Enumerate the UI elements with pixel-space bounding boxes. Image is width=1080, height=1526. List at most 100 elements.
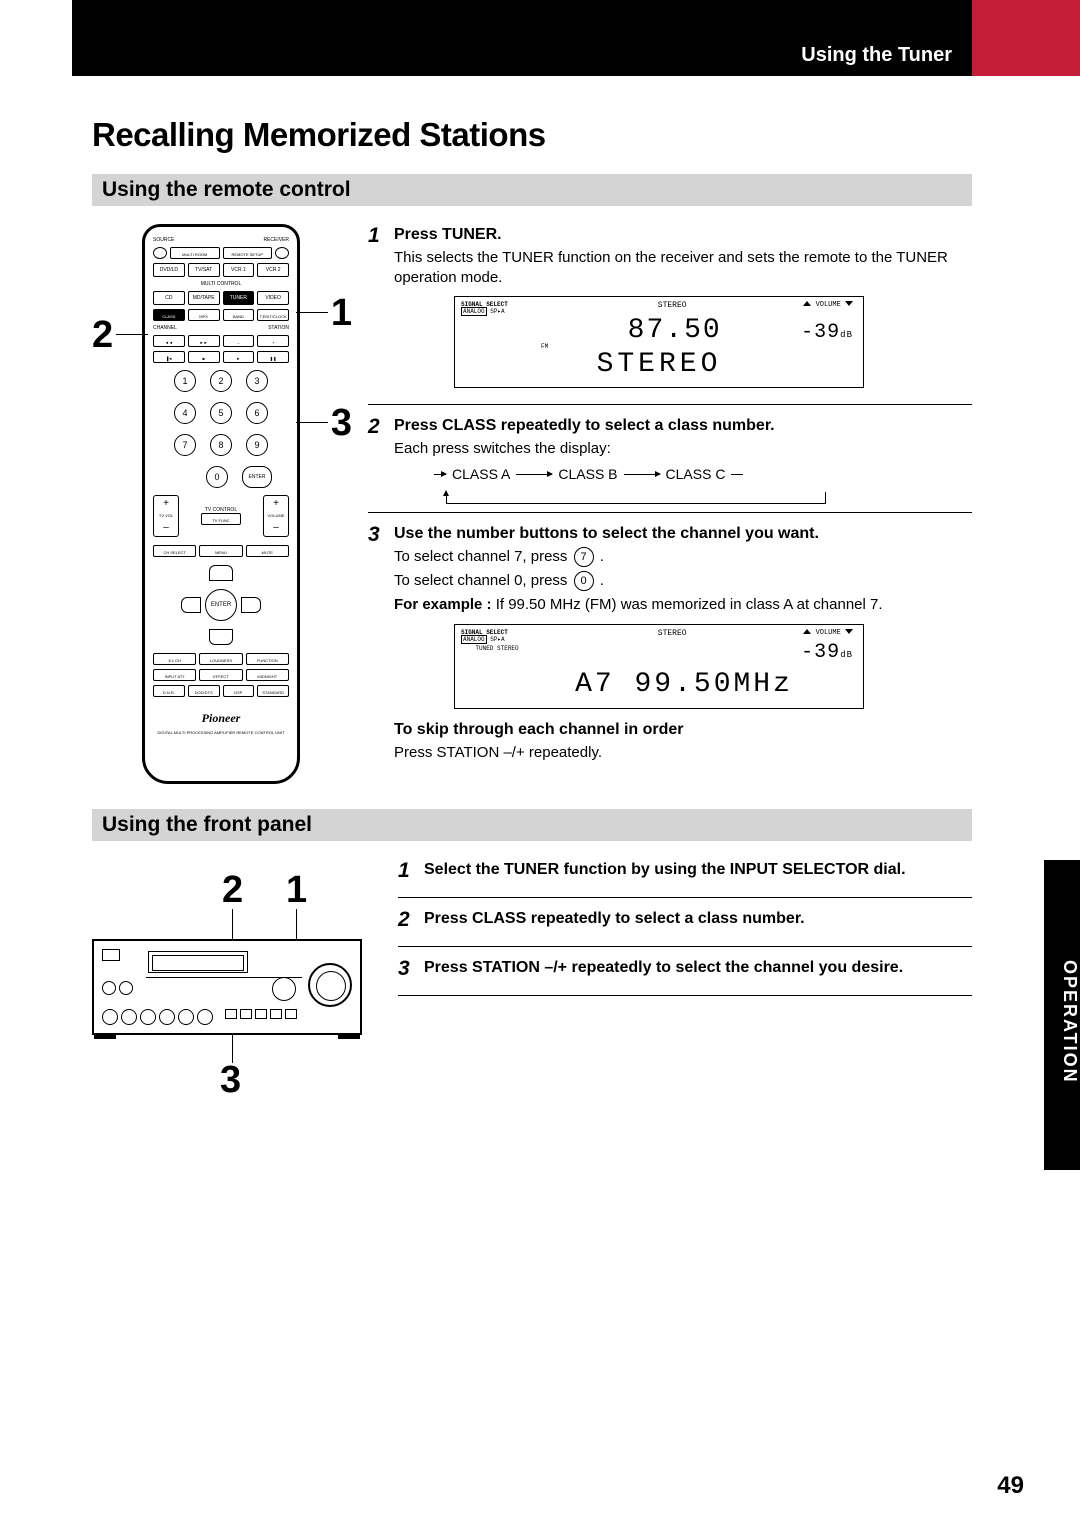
inline-num-0: 0 <box>574 571 594 591</box>
fp-step3-title: Press STATION –/+ repeatedly to select t… <box>424 957 972 979</box>
remote-label-channel: CHANNEL <box>153 325 177 331</box>
header-red-tab <box>972 0 1080 76</box>
remote-volume: +VOLUME– <box>263 495 289 537</box>
remote-btn-mute: MUTE <box>246 545 289 557</box>
remote-dpad: ENTER <box>181 565 261 645</box>
leader-1 <box>296 312 328 313</box>
remote-btn-pause: ❚❚ <box>257 351 289 363</box>
front-panel-figure: 2 1 <box>92 869 380 1089</box>
remote-btn-midnight: MIDNIGHT <box>246 669 289 681</box>
remote-num-0: 0 <box>206 466 228 488</box>
remote-btn-inputatt: INPUT ATT <box>153 669 196 681</box>
remote-btn-band: BAND <box>223 309 255 321</box>
remote-power-source <box>153 247 167 259</box>
fp-step3-num: 3 <box>398 957 416 981</box>
page-title: Recalling Memorized Stations <box>92 116 972 154</box>
remote-num-4: 4 <box>174 402 196 424</box>
remote-btn-class: CLASS <box>153 309 185 321</box>
step3-example: For example : If 99.50 MHz (FM) was memo… <box>394 595 972 615</box>
leader-2 <box>116 334 148 335</box>
remote-btn-ff: ►► <box>188 335 220 347</box>
remote-label-receiver: RECEIVER <box>263 237 289 243</box>
remote-label-station: STATION <box>268 325 289 331</box>
remote-btn-standard: STANDARD <box>257 685 289 697</box>
remote-btn-multiroom: MULTI ROOM <box>170 247 220 259</box>
remote-num-6: 6 <box>246 402 268 424</box>
remote-btn-mdtape: MD/TAPE <box>188 291 220 305</box>
remote-label-tvcontrol: TV CONTROL <box>201 507 241 513</box>
step2-num: 2 <box>368 415 386 504</box>
remote-label-source: SOURCE <box>153 237 174 243</box>
fp-step2-title: Press CLASS repeatedly to select a class… <box>424 908 972 930</box>
remote-label-multicontrol: MULTI CONTROL <box>153 281 289 287</box>
remote-btn-play: ► <box>223 351 255 363</box>
skip-body: Press STATION –/+ repeatedly. <box>394 743 972 763</box>
remote-btn-function: FUNCTION <box>246 653 289 665</box>
remote-btn-enter-num: ENTER <box>242 466 272 488</box>
remote-logo: Pioneer <box>153 711 289 726</box>
remote-sublogo: DIGITAL MULTI PROCESSING AMPLIFIER REMOT… <box>153 730 289 735</box>
remote-btn-video: VIDEO <box>257 291 289 305</box>
remote-btn-loudness: LOUDNESS <box>199 653 242 665</box>
header-bar: Using the Tuner <box>72 0 1080 76</box>
remote-btn-rev: ◄◄ <box>153 335 185 347</box>
remote-num-1: 1 <box>174 370 196 392</box>
fp-callout-1: 1 <box>286 869 307 912</box>
remote-btn-stop: ■ <box>188 351 220 363</box>
step2-title: Press CLASS repeatedly to select a class… <box>394 415 972 437</box>
step3-line2: To select channel 0, press 0 . <box>394 571 972 591</box>
fp-step1-num: 1 <box>398 859 416 883</box>
remote-num-8: 8 <box>210 434 232 456</box>
step1-title: Press TUNER. <box>394 224 972 246</box>
step3-title: Use the number buttons to select the cha… <box>394 523 972 545</box>
remote-btn-minus: – <box>223 335 255 347</box>
class-return-line <box>446 492 826 504</box>
display-2: SIGNAL SELECT ANALOG SP▸A TUNED STEREO S… <box>454 624 864 710</box>
callout-1: 1 <box>331 292 352 335</box>
remote-num-5: 5 <box>210 402 232 424</box>
step1-num: 1 <box>368 224 386 396</box>
remote-btn-plus: + <box>257 335 289 347</box>
chapter-title: Using the Tuner <box>801 44 952 67</box>
remote-btn-doddts: DOD/DTS <box>188 685 220 697</box>
callout-3: 3 <box>331 402 352 445</box>
remote-btn-chselect: CH SELECT <box>153 545 196 557</box>
side-tab-operation: OPERATION <box>1044 860 1080 1170</box>
step2-body: Each press switches the display: <box>394 439 972 459</box>
remote-btn-dsp: DSP <box>223 685 255 697</box>
fp-step1-title: Select the TUNER function by using the I… <box>424 859 972 881</box>
step3-num: 3 <box>368 523 386 767</box>
remote-btn-tuner: TUNER <box>223 291 255 305</box>
remote-btn-mpx: MPX <box>188 309 220 321</box>
remote-btn-dnr: D.N.R. <box>153 685 185 697</box>
front-panel-unit <box>92 939 362 1035</box>
step1-body: This selects the TUNER function on the r… <box>394 248 972 289</box>
leader-3 <box>296 422 328 423</box>
section-remote-header: Using the remote control <box>92 174 972 206</box>
remote-daccess <box>170 466 192 488</box>
inline-num-7: 7 <box>574 547 594 567</box>
fp-callout-2: 2 <box>222 869 243 912</box>
remote-btn-51ch: 5.1 CH <box>153 653 196 665</box>
display-1: SIGNAL SELECT ANALOG SP▸A STEREO VOLUME … <box>454 296 864 388</box>
step3-line1: To select channel 7, press 7 . <box>394 547 972 567</box>
remote-btn-prev: ▐◄ <box>153 351 185 363</box>
page-number: 49 <box>997 1472 1024 1500</box>
callout-2: 2 <box>92 314 113 357</box>
remote-power-receiver <box>275 247 289 259</box>
remote-btn-cd: CD <box>153 291 185 305</box>
class-diagram: CLASS A CLASS B CLASS C <box>434 465 972 484</box>
remote-btn-tedit: T.EDIT/CLOCK <box>257 309 289 321</box>
fp-callout-3: 3 <box>220 1059 241 1102</box>
remote-btn-menu: MENU <box>199 545 242 557</box>
skip-title: To skip through each channel in order <box>394 719 972 741</box>
remote-control-figure: SOURCERECEIVER MULTI ROOMREMOTE SETUP DV… <box>92 224 350 784</box>
fp-step2-num: 2 <box>398 908 416 932</box>
remote-btn-tvsat: TV/SAT <box>188 263 220 277</box>
remote-tvvol: +TV VOL– <box>153 495 179 537</box>
remote-num-7: 7 <box>174 434 196 456</box>
remote-btn-vcr1: VCR 1 <box>223 263 255 277</box>
remote-num-9: 9 <box>246 434 268 456</box>
remote-num-3: 3 <box>246 370 268 392</box>
section-front-header: Using the front panel <box>92 809 972 841</box>
